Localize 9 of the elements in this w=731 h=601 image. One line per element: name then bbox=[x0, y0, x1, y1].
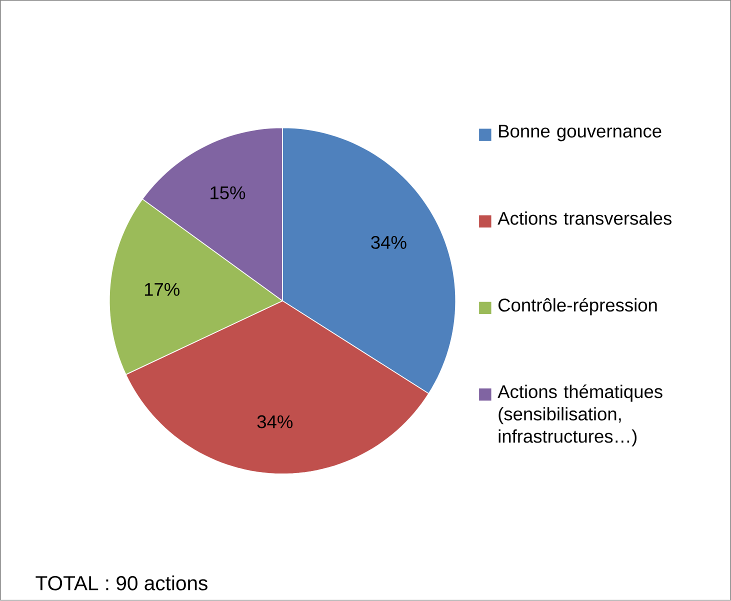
data-label: 34% bbox=[257, 415, 293, 428]
legend-label: Bonne gouvernance bbox=[499, 125, 662, 142]
legend-label: Contrôle-répression bbox=[498, 298, 657, 316]
legend-label: Actions thématiques (sensibilisation, infrastructures…) bbox=[498, 384, 662, 447]
data-label: 34% bbox=[371, 236, 406, 250]
text: TOTAL : 90 actions bbox=[36, 576, 208, 591]
legend-label: Actions transversales bbox=[498, 212, 672, 225]
data-label: 15% bbox=[210, 186, 246, 200]
data-label: 17% bbox=[144, 283, 180, 296]
